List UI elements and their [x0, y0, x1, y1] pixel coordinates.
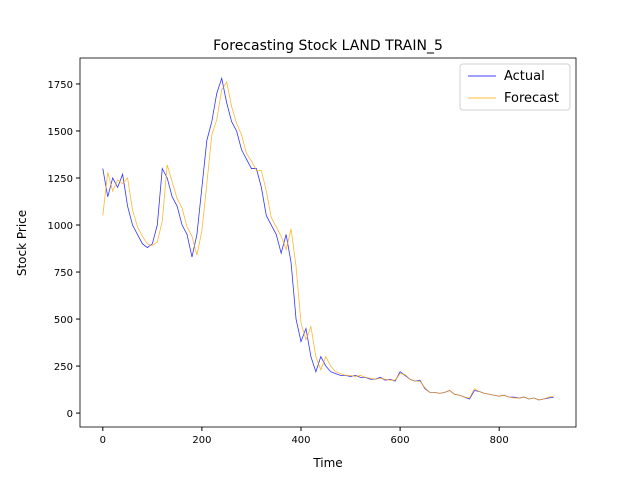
x-tick-label: 800	[490, 435, 509, 446]
legend-label: Forecast	[504, 91, 559, 106]
series-line	[102, 81, 554, 401]
y-tick-label: 1250	[48, 174, 73, 185]
x-tick-label: 600	[391, 435, 410, 446]
x-axis-label: Time	[312, 456, 342, 470]
series-line	[102, 76, 554, 401]
y-tick-label: 500	[54, 315, 73, 326]
legend-label: Actual	[504, 69, 545, 84]
y-tick-label: 1000	[48, 221, 73, 232]
x-tick-label: 400	[291, 435, 310, 446]
y-tick-label: 0	[67, 409, 73, 420]
x-tick-label: 0	[100, 435, 106, 446]
chart-title: Forecasting Stock LAND TRAIN_5	[213, 38, 443, 54]
y-tick-label: 1750	[48, 80, 73, 91]
y-tick-label: 750	[54, 268, 73, 279]
x-tick-label: 200	[192, 435, 211, 446]
y-tick-label: 250	[54, 362, 73, 373]
y-axis-label: Stock Price	[15, 210, 29, 276]
plot-frame	[79, 57, 577, 428]
y-tick-label: 1500	[48, 127, 73, 138]
legend-box	[459, 63, 571, 111]
